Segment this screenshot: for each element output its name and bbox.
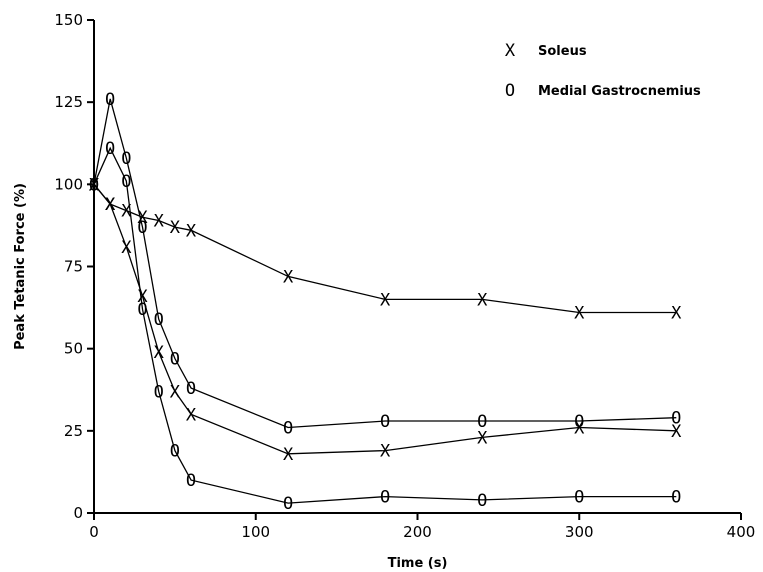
y-tick-label: 100 xyxy=(54,175,83,193)
data-point: X xyxy=(170,218,181,238)
data-point: O xyxy=(89,175,99,195)
series-0: XX X X X X XXX XX X xyxy=(89,175,682,323)
data-point: O xyxy=(154,382,164,402)
data-point: O xyxy=(121,172,131,192)
data-point: O xyxy=(105,139,115,159)
data-point: O xyxy=(380,412,390,432)
data-point: X xyxy=(574,419,585,439)
data-point: X xyxy=(121,238,132,258)
legend-label: Medial Gastrocnemius xyxy=(538,84,701,99)
series-line xyxy=(93,98,677,429)
data-point: X xyxy=(137,208,148,228)
y-axis-label: Peak Tetanic Force (%) xyxy=(13,183,28,350)
data-point: O xyxy=(170,442,180,462)
data-point: X xyxy=(186,405,197,425)
data-point: O xyxy=(380,488,390,508)
data-point: X xyxy=(154,211,165,231)
data-point: O xyxy=(154,310,164,330)
x-tick-label: 100 xyxy=(241,523,270,541)
x-axis-label: Time (s) xyxy=(388,556,448,571)
data-point: X xyxy=(154,343,165,363)
data-point: X xyxy=(283,267,294,287)
data-point: O xyxy=(574,488,584,508)
data-point: X xyxy=(121,202,132,222)
x-tick-label: 300 xyxy=(565,523,594,541)
series-line xyxy=(93,146,677,504)
data-point: X xyxy=(137,287,148,307)
data-point: X xyxy=(186,221,197,241)
y-tick-label: 0 xyxy=(73,504,83,522)
legend-marker: O xyxy=(505,81,515,101)
data-point: O xyxy=(137,218,147,238)
data-point: O xyxy=(477,412,487,432)
data-point: O xyxy=(283,494,293,514)
data-point: X xyxy=(170,382,181,402)
data-point: X xyxy=(671,422,682,442)
data-point: O xyxy=(186,379,196,399)
data-point: O xyxy=(121,149,131,169)
legend-label: Soleus xyxy=(538,44,587,59)
data-point: O xyxy=(477,491,487,511)
data-point: O xyxy=(671,409,681,429)
y-tick-label: 50 xyxy=(64,340,83,358)
data-point: O xyxy=(105,90,115,110)
legend-marker: X xyxy=(505,41,516,61)
data-point: X xyxy=(380,442,391,462)
data-point: O xyxy=(186,471,196,491)
x-tick-label: 0 xyxy=(89,523,99,541)
y-tick-label: 75 xyxy=(64,258,83,276)
data-point: O xyxy=(283,419,293,439)
y-tick-label: 125 xyxy=(54,93,83,111)
data-point: X xyxy=(477,428,488,448)
data-point: X xyxy=(380,290,391,310)
y-tick-label: 25 xyxy=(64,422,83,440)
x-tick-label: 200 xyxy=(403,523,432,541)
data-point: X xyxy=(89,175,100,195)
data-point: X xyxy=(477,290,488,310)
data-point: X xyxy=(574,304,585,324)
data-point: X xyxy=(283,445,294,465)
series-line xyxy=(93,183,677,455)
data-point: O xyxy=(170,350,180,370)
legend: X Soleus O Medial Gastrocnemius xyxy=(505,41,701,101)
data-point: O xyxy=(671,488,681,508)
data-point: O xyxy=(89,175,99,195)
data-point: X xyxy=(671,304,682,324)
y-tick-label: 150 xyxy=(54,11,83,29)
data-point: O xyxy=(574,412,584,432)
series-line xyxy=(93,183,677,314)
axes: 0 100 200 300 400 0 25 50 75 100 125 150 xyxy=(54,11,755,541)
x-tick-label: 400 xyxy=(727,523,756,541)
data-point: O xyxy=(137,300,147,320)
data-point: X xyxy=(105,195,116,215)
